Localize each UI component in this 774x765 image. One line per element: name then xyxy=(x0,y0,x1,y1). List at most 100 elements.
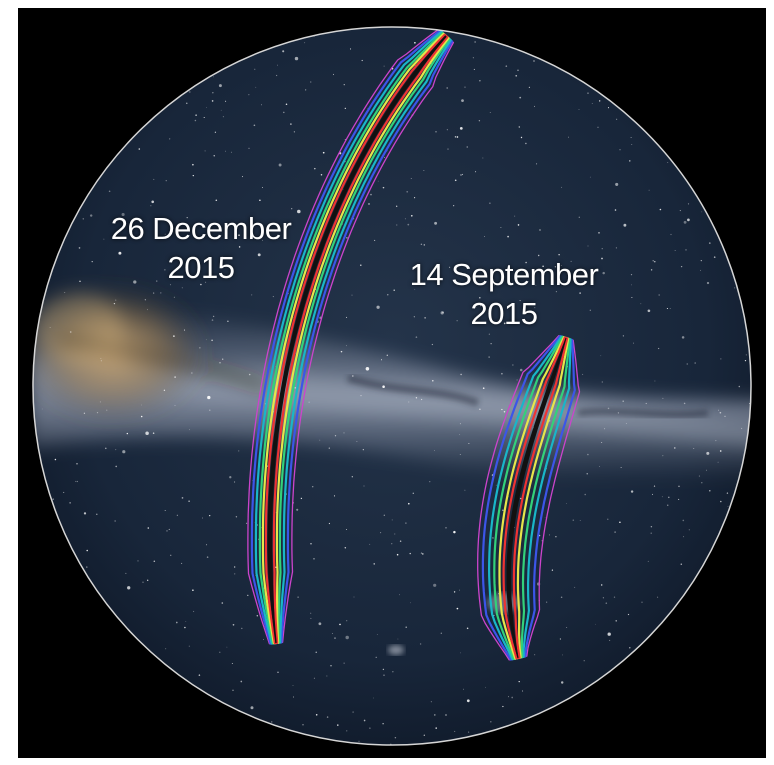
star xyxy=(719,80,721,82)
star xyxy=(751,633,752,634)
star xyxy=(459,423,461,425)
star xyxy=(158,731,160,734)
star xyxy=(567,136,569,138)
star xyxy=(735,237,739,241)
star xyxy=(502,509,504,512)
star xyxy=(100,358,102,359)
star xyxy=(482,157,484,159)
star xyxy=(518,680,520,683)
star xyxy=(113,302,116,305)
star xyxy=(752,192,753,193)
star xyxy=(255,86,257,88)
star xyxy=(753,379,754,380)
milky-way-band xyxy=(33,306,751,480)
star xyxy=(119,30,122,33)
star xyxy=(222,358,224,360)
star xyxy=(522,690,524,692)
star xyxy=(61,662,63,664)
star xyxy=(320,174,323,176)
star xyxy=(394,736,397,739)
star xyxy=(30,97,31,98)
star xyxy=(334,20,335,21)
star xyxy=(503,411,506,413)
star xyxy=(460,174,462,176)
star xyxy=(650,532,652,534)
star xyxy=(76,463,78,465)
star xyxy=(340,350,343,353)
star xyxy=(662,397,664,399)
star xyxy=(572,519,575,521)
star xyxy=(285,103,288,105)
star xyxy=(764,580,765,581)
star xyxy=(546,601,548,603)
star xyxy=(550,27,552,28)
star xyxy=(310,543,312,545)
star xyxy=(405,626,407,629)
star xyxy=(489,202,491,204)
star xyxy=(746,218,748,220)
star xyxy=(763,147,764,148)
star xyxy=(654,260,656,263)
star xyxy=(454,179,457,182)
star xyxy=(465,27,467,28)
star xyxy=(165,180,167,182)
star xyxy=(69,502,71,504)
star xyxy=(405,522,407,524)
star xyxy=(57,237,61,241)
star xyxy=(330,664,332,667)
star xyxy=(648,189,650,191)
star xyxy=(155,30,160,34)
star xyxy=(266,232,269,234)
star xyxy=(475,307,477,308)
star xyxy=(456,136,459,138)
star xyxy=(368,203,370,205)
star xyxy=(337,724,339,726)
star xyxy=(384,157,386,159)
star xyxy=(155,720,158,722)
star xyxy=(516,379,518,381)
star xyxy=(156,706,159,708)
star xyxy=(459,453,461,456)
star xyxy=(376,305,380,309)
star xyxy=(622,335,625,337)
star xyxy=(667,504,669,506)
star xyxy=(679,210,681,212)
star xyxy=(69,331,72,333)
star xyxy=(466,146,468,148)
star xyxy=(698,475,700,477)
star xyxy=(587,92,589,94)
star xyxy=(43,694,45,696)
star xyxy=(641,601,643,603)
star xyxy=(199,347,201,349)
star xyxy=(241,627,243,630)
star xyxy=(304,42,306,44)
star xyxy=(742,121,745,124)
star xyxy=(222,116,224,118)
star xyxy=(272,296,274,298)
star xyxy=(396,205,398,207)
star xyxy=(259,199,261,202)
star xyxy=(49,79,52,82)
star xyxy=(424,317,426,319)
star xyxy=(578,109,580,110)
star xyxy=(52,593,54,595)
star xyxy=(511,696,514,699)
star xyxy=(278,163,282,167)
star xyxy=(229,476,232,479)
star xyxy=(21,21,22,22)
star xyxy=(423,170,425,171)
star xyxy=(742,725,743,727)
star xyxy=(619,521,621,523)
star xyxy=(313,677,315,679)
star xyxy=(256,615,258,617)
star xyxy=(742,200,744,202)
star xyxy=(322,151,325,154)
star xyxy=(517,69,519,72)
star xyxy=(412,492,414,494)
star xyxy=(519,96,522,99)
star xyxy=(533,60,535,62)
star xyxy=(214,131,217,133)
star xyxy=(382,723,384,725)
star xyxy=(716,599,718,601)
star xyxy=(652,493,653,495)
